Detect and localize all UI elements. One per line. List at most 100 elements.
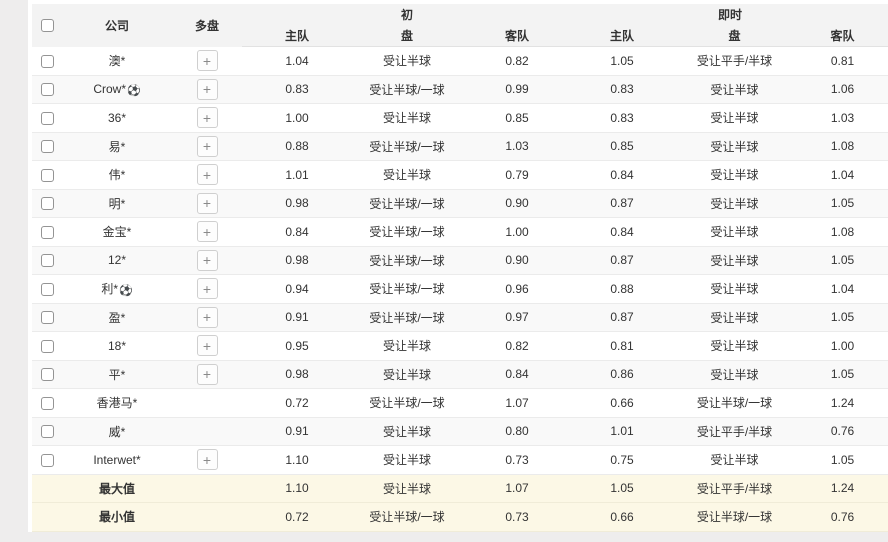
multi-cell xyxy=(172,388,242,418)
live-away-odds: 1.03 xyxy=(797,103,888,133)
expand-multi-odds-button[interactable]: + xyxy=(196,50,218,71)
expand-multi-odds-button[interactable]: + xyxy=(196,107,218,129)
live-away-odds: 1.24 xyxy=(797,388,888,418)
company-cell: 易* xyxy=(62,132,172,161)
initial-home-odds: 0.91 xyxy=(242,417,352,446)
live-handicap: 受让半球 xyxy=(672,103,798,133)
column-header-live-home: 主队 xyxy=(572,25,673,47)
company-cell: 威* xyxy=(62,417,172,446)
row-checkbox[interactable] xyxy=(40,453,54,467)
table-row: 利*⚽ + 0.94 受让半球/一球 0.96 0.88 受让半球 1.04 xyxy=(32,274,888,304)
live-home-odds: 0.88 xyxy=(572,274,673,304)
row-checkbox[interactable] xyxy=(40,140,54,154)
live-home-odds: 1.05 xyxy=(572,474,673,503)
live-away-odds: 1.08 xyxy=(797,217,888,247)
live-away-odds: 1.05 xyxy=(797,246,888,275)
live-home-odds: 0.66 xyxy=(572,502,673,532)
live-away-odds: 1.08 xyxy=(797,132,888,161)
select-all-cell xyxy=(32,4,62,47)
company-cell: 平* xyxy=(62,360,172,389)
table-row: 澳* + 1.04 受让半球 0.82 1.05 受让平手/半球 0.81 xyxy=(32,46,888,76)
summary-row: 最小值 0.72 受让半球/一球 0.73 0.66 受让半球/一球 0.76 xyxy=(32,502,888,532)
expand-multi-odds-button[interactable]: + xyxy=(196,192,218,214)
row-checkbox-cell xyxy=(32,246,62,275)
initial-away-odds: 0.80 xyxy=(462,417,573,446)
row-checkbox-cell xyxy=(32,331,62,361)
table-row: 12* + 0.98 受让半球/一球 0.90 0.87 受让半球 1.05 xyxy=(32,246,888,275)
initial-handicap: 受让半球/一球 xyxy=(352,75,462,104)
live-away-odds: 0.76 xyxy=(797,502,888,532)
table-row: 易* + 0.88 受让半球/一球 1.03 0.85 受让半球 1.08 xyxy=(32,132,888,161)
expand-multi-odds-button[interactable]: + xyxy=(196,249,218,271)
initial-away-odds: 0.96 xyxy=(462,274,573,304)
row-checkbox[interactable] xyxy=(40,339,54,353)
row-checkbox[interactable] xyxy=(40,225,54,239)
live-away-odds: 1.06 xyxy=(797,75,888,104)
expand-multi-odds-button[interactable]: + xyxy=(196,78,218,100)
initial-away-odds: 1.03 xyxy=(462,132,573,161)
company-cell: 利*⚽ xyxy=(62,274,172,304)
initial-home-odds: 0.94 xyxy=(242,274,352,304)
initial-home-odds: 0.72 xyxy=(242,502,352,532)
expand-multi-odds-button[interactable]: + xyxy=(196,221,218,243)
multi-cell: + xyxy=(172,303,242,332)
table-row: 18* + 0.95 受让半球 0.82 0.81 受让半球 1.00 xyxy=(32,331,888,361)
initial-away-odds: 0.73 xyxy=(462,502,573,532)
expand-multi-odds-button[interactable]: + xyxy=(196,449,218,471)
odds-panel: 公司 多盘 初 即时 主队 盘 客队 主队 盘 客队 澳* + 1.04 受让半… xyxy=(28,0,888,532)
table-row: 伟* + 1.01 受让半球 0.79 0.84 受让半球 1.04 xyxy=(32,160,888,190)
expand-multi-odds-button[interactable]: + xyxy=(196,335,218,357)
multi-cell xyxy=(172,417,242,446)
initial-away-odds: 1.07 xyxy=(462,388,573,418)
column-header-live-away: 客队 xyxy=(797,25,888,47)
row-checkbox[interactable] xyxy=(40,425,54,439)
company-name: 伟* xyxy=(108,168,126,183)
summary-label: 最小值 xyxy=(62,502,172,532)
live-home-odds: 0.87 xyxy=(572,303,673,332)
column-group-initial: 初 xyxy=(242,4,573,25)
row-checkbox[interactable] xyxy=(40,54,54,68)
expand-multi-odds-button[interactable]: + xyxy=(196,278,218,300)
expand-multi-odds-button[interactable]: + xyxy=(196,135,218,157)
company-name: 澳* xyxy=(108,54,126,68)
company-cell: 金宝* xyxy=(62,217,172,247)
expand-multi-odds-button[interactable]: + xyxy=(196,164,218,186)
row-checkbox[interactable] xyxy=(40,197,54,211)
initial-handicap: 受让半球/一球 xyxy=(352,303,462,332)
select-all-checkbox[interactable] xyxy=(40,19,54,33)
row-checkbox[interactable] xyxy=(40,83,54,97)
row-checkbox[interactable] xyxy=(40,254,54,268)
row-checkbox-cell xyxy=(32,217,62,247)
live-handicap: 受让半球 xyxy=(672,246,798,275)
row-checkbox-cell xyxy=(32,132,62,161)
row-checkbox-cell xyxy=(32,160,62,190)
live-handicap: 受让半球 xyxy=(672,445,798,475)
column-header-initial-handicap: 盘 xyxy=(352,25,462,47)
multi-cell: + xyxy=(172,46,242,76)
initial-away-odds: 0.85 xyxy=(462,103,573,133)
row-checkbox[interactable] xyxy=(40,282,54,296)
live-home-odds: 1.05 xyxy=(572,46,673,76)
row-checkbox[interactable] xyxy=(40,396,54,410)
company-name: Crow* xyxy=(93,81,126,96)
row-checkbox[interactable] xyxy=(40,311,54,325)
live-home-odds: 0.85 xyxy=(572,132,673,161)
live-away-odds: 1.04 xyxy=(797,160,888,190)
initial-handicap: 受让半球 xyxy=(352,360,462,389)
initial-away-odds: 0.84 xyxy=(462,360,573,389)
table-row: 金宝* + 0.84 受让半球/一球 1.00 0.84 受让半球 1.08 xyxy=(32,217,888,247)
multi-cell: + xyxy=(172,445,242,475)
initial-handicap: 受让半球 xyxy=(352,417,462,446)
company-cell: 36* xyxy=(62,103,172,133)
initial-home-odds: 0.98 xyxy=(242,360,352,389)
initial-home-odds: 1.01 xyxy=(242,160,352,190)
row-checkbox[interactable] xyxy=(40,168,54,182)
row-checkbox-cell xyxy=(32,189,62,218)
initial-home-odds: 1.10 xyxy=(242,445,352,475)
expand-multi-odds-button[interactable]: + xyxy=(196,306,218,328)
row-checkbox[interactable] xyxy=(40,111,54,125)
row-checkbox[interactable] xyxy=(40,368,54,382)
expand-multi-odds-button[interactable]: + xyxy=(196,363,218,385)
company-name: 香港马* xyxy=(96,396,138,411)
company-name: 金宝* xyxy=(102,225,132,240)
